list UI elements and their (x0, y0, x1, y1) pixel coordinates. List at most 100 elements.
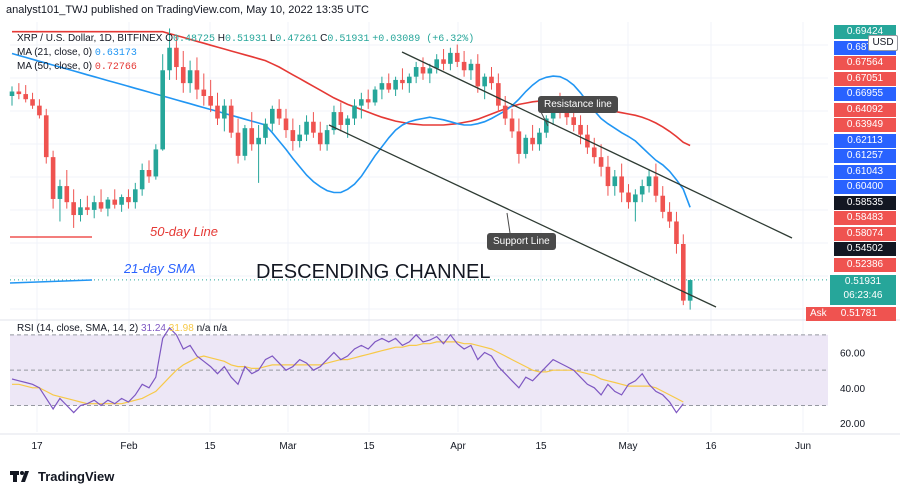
candle-body (9, 91, 15, 96)
rsi-tick-label: 40.00 (840, 384, 865, 395)
candle-body (564, 108, 570, 118)
candle-body (496, 83, 501, 106)
time-tick-label: Jun (795, 441, 811, 452)
ma50-legend: MA (50, close, 0) 0.72766 (17, 61, 137, 73)
time-tick-label: 16 (705, 441, 717, 452)
candle-body (681, 244, 686, 301)
candle-body (331, 112, 337, 131)
currency-badge[interactable]: USD (868, 35, 898, 51)
support-line (328, 124, 717, 308)
candle-body (304, 121, 309, 135)
candle-body (489, 76, 494, 84)
candle-body (201, 89, 207, 96)
candle-body (653, 176, 659, 196)
candle-body (345, 118, 350, 125)
ohlc-h: H0.51931 (217, 33, 268, 45)
ma21-value: 0.63173 (94, 48, 137, 59)
candle-body (222, 105, 227, 119)
candle-body (256, 137, 261, 145)
candle-body (105, 199, 111, 209)
candle-body (187, 70, 193, 84)
candle-body (359, 99, 364, 106)
rsi-ma-line (12, 341, 684, 405)
rsi-pane[interactable] (10, 326, 828, 414)
candle-body (605, 166, 611, 187)
price-axis-label: 0.60400 (834, 180, 896, 194)
price-axis-label: 0.58535 (834, 195, 896, 210)
candle-body (598, 157, 604, 167)
candle-body (85, 207, 90, 210)
price-axis-label: 0.54502 (834, 242, 896, 256)
ma21-line (11, 52, 691, 208)
candle-body (393, 79, 398, 90)
candle-body (324, 130, 330, 145)
resistance-line (401, 51, 793, 239)
candle-body (667, 211, 672, 222)
time-tick-label: 17 (31, 441, 43, 452)
publisher-line: analyst101_TWJ published on TradingView.… (6, 4, 369, 16)
candle-body (263, 123, 268, 138)
support-callout: Support Line (487, 233, 556, 250)
symbol-legend: XRP / U.S. Dollar, 1D, BITFINEX O0.48725… (17, 33, 474, 45)
ma21-path (11, 52, 691, 208)
price-axis-label: 0.64092 (834, 102, 896, 117)
candle-body (78, 207, 83, 216)
time-tick-label: Feb (120, 441, 138, 452)
candle-body (57, 186, 63, 199)
candle-body (578, 124, 583, 135)
candle-body (379, 83, 385, 90)
candle-body (249, 128, 255, 145)
candle-body (626, 192, 631, 203)
candle-body (448, 52, 453, 64)
candle-body (612, 176, 618, 187)
candle-body (64, 186, 70, 203)
candle-body (420, 67, 426, 74)
price-axis-label: 0.61257 (834, 149, 896, 163)
price-axis-label: 0.58483 (834, 211, 896, 225)
ohlc-o: O0.48725 (165, 33, 215, 45)
candle-body (482, 76, 487, 87)
footer-bar (0, 462, 900, 491)
candle-body (674, 221, 679, 244)
candle-body (153, 149, 159, 177)
ohlc-values: O0.48725 H0.51931 L0.47261 C0.51931 (165, 33, 372, 45)
candle-body (571, 117, 576, 125)
ma50-label: MA (50, close, 0) (17, 61, 93, 72)
candle-body (235, 132, 241, 156)
ask-label: Ask (810, 308, 827, 319)
candle-body (50, 157, 56, 199)
ma21-label: MA (21, close, 0) (17, 47, 93, 58)
candle-body (112, 199, 118, 205)
candle-body (228, 105, 234, 133)
rsi-label: RSI (14, close, SMA, 14, 2) (17, 323, 139, 334)
candle-body (338, 112, 344, 125)
candle-body (454, 52, 460, 62)
price-axis-label: 0.63949 (834, 118, 896, 132)
candle-body (468, 63, 474, 71)
candle-body (502, 105, 508, 119)
candle-body (400, 79, 405, 84)
rsi-lower-value: n/a (213, 323, 228, 334)
price-axis-label: 0.67564 (834, 56, 896, 70)
bar-countdown: 06:23:46 (843, 290, 883, 301)
candle-body (283, 118, 289, 131)
candle-body (365, 99, 371, 103)
trend-drawings: 50-day Line 21-day SMA DESCENDING CHANNEL (9, 51, 793, 308)
candle-body (43, 115, 49, 158)
candle-body (352, 105, 357, 119)
time-tick-label: 15 (204, 441, 216, 452)
time-tick-label: 15 (363, 441, 375, 452)
candle-body (30, 99, 35, 106)
candle-body (119, 197, 124, 205)
symbol-name: XRP / U.S. Dollar, 1D, BITFINEX (17, 33, 163, 44)
support-pointer (506, 212, 511, 234)
candle-body (427, 68, 433, 74)
candle-body (646, 176, 652, 187)
candle-body (98, 202, 104, 209)
ohlc-l: L0.47261 (269, 33, 318, 45)
tradingview-logo[interactable]: TradingView (10, 467, 114, 485)
candlestick-series (9, 28, 693, 310)
resistance-callout: Resistance line (538, 96, 618, 113)
price-axis-label: 0.67051 (834, 71, 896, 86)
